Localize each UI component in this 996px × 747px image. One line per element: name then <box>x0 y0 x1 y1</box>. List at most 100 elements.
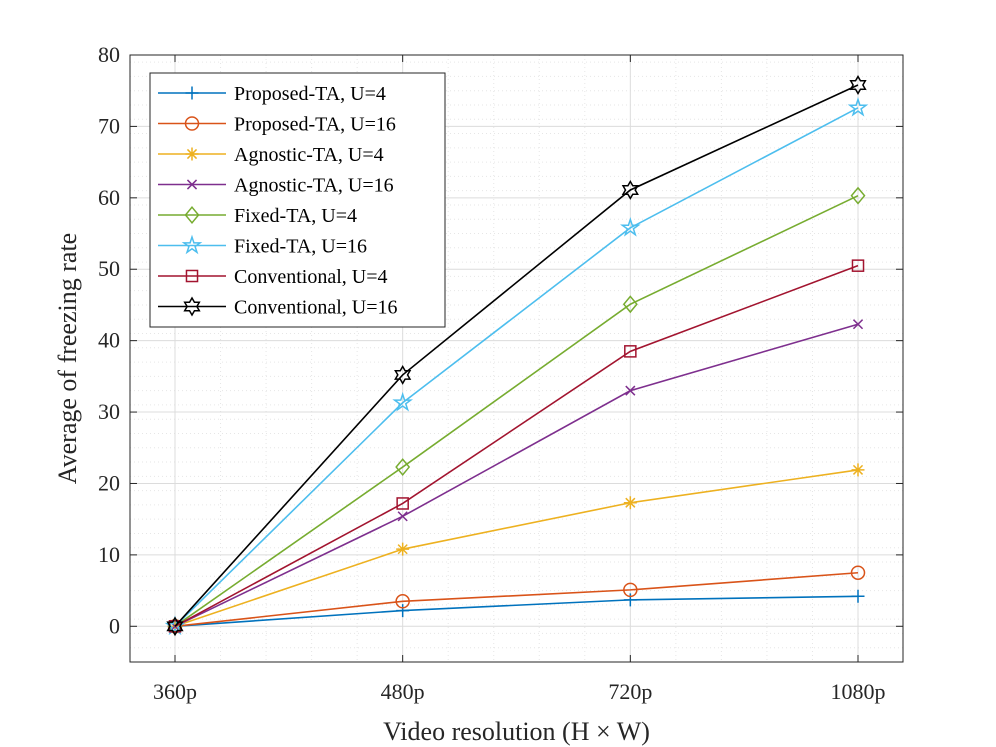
data-point-fixed-ta-u-4 <box>622 295 638 314</box>
series-line-conventional-u-4 <box>174 264 859 627</box>
marker-stroke <box>622 295 638 314</box>
marker-stroke <box>623 582 638 598</box>
data-point-conventional-u-16 <box>849 75 867 95</box>
marker-stroke <box>397 511 408 522</box>
marker-stroke <box>396 497 409 510</box>
data-point-fixed-ta-u-4 <box>395 458 411 477</box>
marker-stroke <box>847 96 869 117</box>
data-point-proposed-ta-u-4 <box>623 593 637 607</box>
data-point-agnostic-ta-u-16 <box>625 385 636 396</box>
data-point-conventional-u-16 <box>394 364 412 385</box>
legend-label: Conventional, U=4 <box>234 266 388 288</box>
data-point-fixed-ta-u-16 <box>620 216 641 237</box>
y-tick-label: 10 <box>98 542 120 567</box>
marker-stroke <box>183 296 201 317</box>
marker-stroke <box>850 565 866 580</box>
data-point-conventional-u-16 <box>166 616 184 637</box>
marker-stroke <box>621 180 639 200</box>
data-point-agnostic-ta-u-16 <box>852 319 864 330</box>
y-tick-label: 0 <box>109 613 120 638</box>
x-tick-label: 1080p <box>831 679 886 704</box>
legend-label: Proposed-TA, U=4 <box>234 83 386 105</box>
data-point-agnostic-ta-u-4 <box>851 463 865 477</box>
marker-stroke <box>396 604 410 618</box>
series-line-agnostic-ta-u-4 <box>174 469 859 628</box>
data-point-agnostic-ta-u-4 <box>396 542 410 556</box>
data-point-conventional-u-4 <box>851 259 865 272</box>
y-tick-label: 20 <box>98 470 120 495</box>
data-point-proposed-ta-u-16 <box>623 582 638 598</box>
data-point-conventional-u-4 <box>396 497 409 510</box>
data-point-proposed-ta-u-4 <box>851 589 865 603</box>
legend-marker <box>183 296 201 317</box>
data-point-proposed-ta-u-16 <box>850 565 866 580</box>
legend-marker <box>185 269 199 283</box>
x-tick-label: 360p <box>153 679 197 704</box>
legend-label: Fixed-TA, U=4 <box>234 205 357 227</box>
marker-stroke <box>185 86 199 100</box>
plot-frame <box>129 54 904 663</box>
marker-stroke <box>396 542 410 556</box>
marker-stroke <box>623 496 637 510</box>
series-line-proposed-ta-u-4 <box>174 595 859 628</box>
marker-stroke <box>849 75 867 95</box>
marker-stroke <box>186 179 198 190</box>
legend-marker <box>184 206 200 224</box>
y-axis-title: Average of freezing rate <box>53 233 82 484</box>
series-line-conventional-u-16 <box>174 84 859 627</box>
marker-stroke <box>620 216 641 237</box>
marker-stroke <box>184 206 200 224</box>
legend-label: Agnostic-TA, U=16 <box>234 175 394 197</box>
y-tick-label: 50 <box>98 256 120 281</box>
y-tick-label: 60 <box>98 185 120 210</box>
axes: 0 10 20 30 40 50 60 70 80 360p 480p 720p 1080p <box>98 42 904 704</box>
marker-stroke <box>184 116 200 131</box>
x-axis-title: Video resolution (H × W) <box>383 717 650 746</box>
marker-stroke <box>395 594 410 609</box>
series-line-agnostic-ta-u-16 <box>174 323 859 628</box>
marker-stroke <box>850 186 866 205</box>
marker-stroke <box>851 463 865 477</box>
marker-stroke <box>852 319 864 330</box>
marker-stroke <box>392 391 413 412</box>
legend-box <box>149 72 446 328</box>
series <box>164 75 869 637</box>
y-tick-label: 40 <box>98 328 120 353</box>
series-line-fixed-ta-u-16 <box>174 107 859 627</box>
data-point-fixed-ta-u-16 <box>392 391 413 412</box>
x-tick-label: 480p <box>381 679 425 704</box>
legend-marker <box>185 86 199 100</box>
series-line-fixed-ta-u-4 <box>174 194 859 627</box>
legend-marker <box>185 147 199 161</box>
marker-stroke <box>181 234 203 255</box>
data-point-conventional-u-4 <box>624 345 637 358</box>
legend-marker <box>184 116 200 131</box>
y-tick-label: 70 <box>98 113 120 138</box>
marker-stroke <box>185 147 199 161</box>
marker-stroke <box>851 259 865 272</box>
data-point-conventional-u-16 <box>621 180 639 200</box>
data-point-fixed-ta-u-16 <box>847 96 869 117</box>
marker-stroke <box>624 345 637 358</box>
legend: Proposed-TA, U=4 Proposed-TA, U=16 Agnosti… <box>149 72 446 328</box>
marker-stroke <box>185 269 199 283</box>
series-line-proposed-ta-u-16 <box>174 571 859 628</box>
legend-label: Proposed-TA, U=16 <box>234 114 396 136</box>
marker-stroke <box>851 589 865 603</box>
x-tick-label: 720p <box>608 679 652 704</box>
legend-marker <box>186 179 198 190</box>
marker-stroke <box>623 593 637 607</box>
legend-label: Agnostic-TA, U=4 <box>234 144 384 166</box>
legend-label: Fixed-TA, U=16 <box>234 236 367 258</box>
marker-stroke <box>625 385 636 396</box>
data-point-fixed-ta-u-4 <box>850 186 866 205</box>
legend-label: Conventional, U=16 <box>234 297 398 319</box>
data-point-agnostic-ta-u-16 <box>397 511 408 522</box>
marker-stroke <box>166 616 184 637</box>
data-point-proposed-ta-u-4 <box>396 604 410 618</box>
marker-stroke <box>395 458 411 477</box>
marker-stroke <box>394 364 412 385</box>
data-point-agnostic-ta-u-4 <box>623 496 637 510</box>
